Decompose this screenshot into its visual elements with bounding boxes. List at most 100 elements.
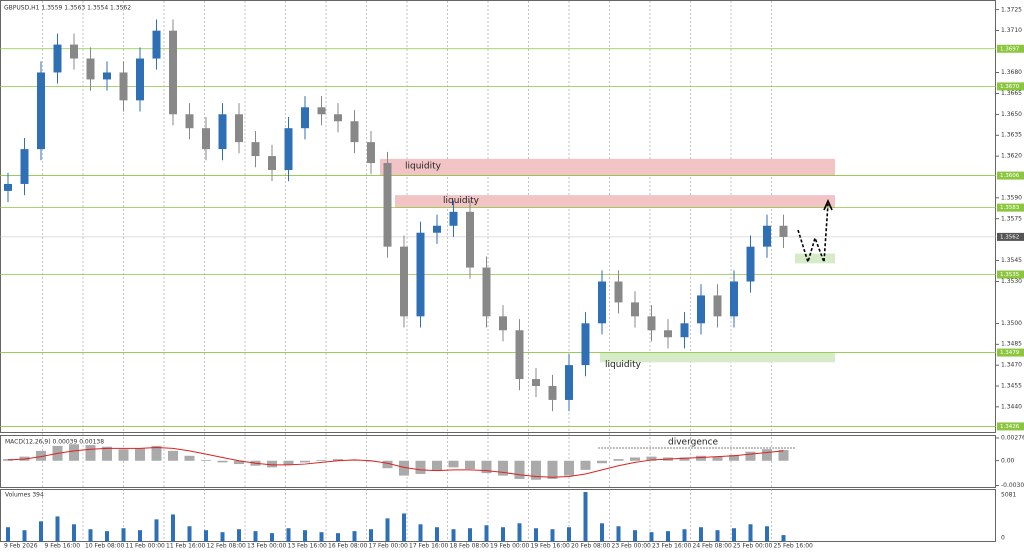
volume-bar <box>418 524 423 542</box>
liquidity-zone <box>795 253 835 264</box>
y-tick-label: 1.3530 <box>1001 278 1022 285</box>
level-label: 1.3535 <box>1000 272 1020 278</box>
macd-bar <box>201 459 211 461</box>
candle-body <box>779 225 788 237</box>
level-tag <box>997 203 1024 212</box>
main-frame <box>0 0 996 433</box>
macd-bar <box>283 460 294 465</box>
macd-bar <box>514 460 525 479</box>
macd-bar <box>745 451 756 461</box>
y-tick-label: 1.3710 <box>1001 27 1022 34</box>
candle-body <box>400 246 408 317</box>
candle-body <box>746 246 755 282</box>
liquidity-zone <box>380 158 835 176</box>
candle-body <box>466 211 474 268</box>
macd-bar <box>696 455 706 461</box>
y-tick-label: 1.3470 <box>1001 362 1022 369</box>
volume-bar <box>303 530 307 542</box>
macd-bar <box>729 454 739 461</box>
volume-bar <box>121 528 126 542</box>
volume-bar <box>253 531 258 542</box>
forecast-path <box>797 203 829 265</box>
macd-frame <box>0 435 996 488</box>
candle-body <box>119 72 128 101</box>
macd-bar <box>762 449 772 461</box>
level-tag <box>997 44 1024 53</box>
candle-body <box>598 281 606 324</box>
macd-bar <box>778 450 789 461</box>
x-tick-label: 23 Feb 16:00 <box>652 543 692 550</box>
candle-body <box>581 323 590 366</box>
x-tick-label: 25 Feb 16:00 <box>774 543 814 550</box>
macd-bar <box>465 460 475 470</box>
macd-bar <box>613 459 624 461</box>
candle-body <box>383 163 392 247</box>
candle-body <box>763 225 771 247</box>
candle-body <box>680 323 689 338</box>
x-tick-label: 17 Feb 00:00 <box>369 543 409 550</box>
current-price-label: 1.3562 <box>1000 234 1019 240</box>
macd-bar <box>85 445 96 461</box>
volume-tick-label: 0 <box>1001 535 1005 542</box>
frames <box>0 0 996 542</box>
liquidity-zone <box>600 352 835 363</box>
macd-bar <box>679 457 690 461</box>
level-tag <box>997 270 1024 279</box>
macd-bar <box>415 460 426 474</box>
level-label: 1.3670 <box>1000 84 1020 90</box>
x-tick-label: 19 Feb 16:00 <box>531 543 571 550</box>
candle-body <box>532 379 540 387</box>
candle-body <box>499 316 507 331</box>
volume-bar <box>517 523 522 542</box>
candle-body <box>268 156 276 171</box>
candle-body <box>730 281 738 317</box>
volume-bar <box>204 530 208 542</box>
candle-body <box>449 211 458 226</box>
macd-bar <box>135 448 145 461</box>
macd-label: MACD(12,26,9) 0.00039 0.00138 <box>5 439 104 446</box>
volume-bar <box>649 532 654 542</box>
macd-bar <box>646 456 657 461</box>
macd-tick-label: -0.00302 <box>1001 482 1024 489</box>
chart-title: GBPUSD,H1 1.3559 1.3563 1.3554 1.3562 <box>4 5 131 12</box>
candle-body <box>284 128 293 171</box>
y-tick-label: 1.3575 <box>1001 215 1022 222</box>
macd-bar <box>399 460 409 476</box>
candle-body <box>235 114 243 143</box>
candle-body <box>218 114 227 150</box>
candle-body <box>251 142 260 157</box>
y-tick-label: 1.3665 <box>1001 90 1022 97</box>
candle-body <box>53 44 62 73</box>
volume-label: Volumes 394 <box>5 492 44 499</box>
macd-bar <box>36 450 46 461</box>
volume-bar <box>451 529 456 542</box>
candle-body <box>664 330 672 338</box>
candle-body <box>565 365 573 400</box>
macd-tick-label: 0.00276 <box>1001 434 1024 441</box>
y-tick-label: 1.3500 <box>1001 320 1022 327</box>
x-tick-label: 9 Feb 16:00 <box>45 543 81 550</box>
candle-body <box>515 330 524 380</box>
macd-bar <box>630 457 640 461</box>
x-tick-label: 25 Feb 00:00 <box>733 543 773 550</box>
volume-bar <box>352 531 357 542</box>
volume-bar <box>435 527 439 542</box>
volume-bar <box>765 526 769 542</box>
candle-body <box>37 72 45 150</box>
macd-bar <box>448 460 459 468</box>
y-tick-label: 1.3725 <box>1001 6 1022 13</box>
volume-bar <box>600 523 604 542</box>
candle-body <box>70 44 78 59</box>
x-tick-label: 23 Feb 00:00 <box>612 543 652 550</box>
macd-bar <box>316 459 327 461</box>
volume-bar <box>6 527 10 542</box>
volume-bar <box>220 532 225 542</box>
candle-body <box>136 58 144 101</box>
liquidity-zone <box>395 195 835 208</box>
y-tick-label: 1.3680 <box>1001 69 1022 76</box>
level-tag <box>997 82 1024 91</box>
candle-body <box>317 107 326 115</box>
